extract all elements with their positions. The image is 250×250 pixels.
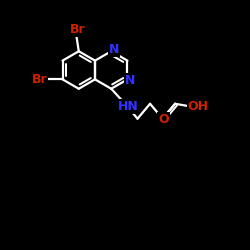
Text: O: O [158,113,169,126]
Text: N: N [109,43,120,56]
Text: HN: HN [118,100,138,113]
Text: OH: OH [188,100,209,113]
Text: N: N [125,74,136,87]
Text: Br: Br [70,23,85,36]
Text: Br: Br [32,73,47,86]
